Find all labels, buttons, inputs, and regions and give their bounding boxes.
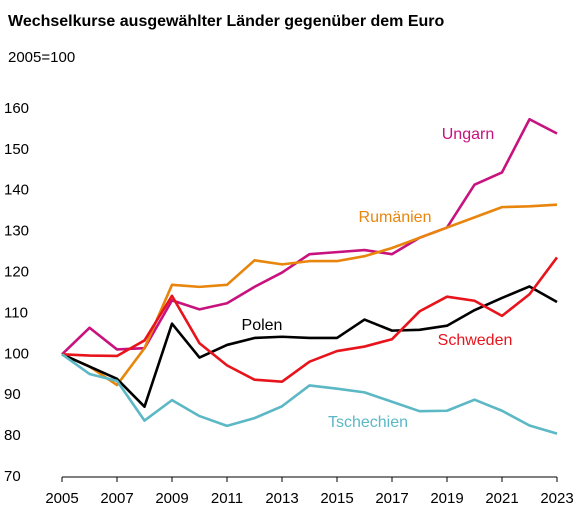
x-tick-label: 2015 — [320, 490, 353, 507]
x-tick-label: 2017 — [375, 490, 408, 507]
series-label: Ungarn — [442, 126, 494, 143]
x-tick-label: 2005 — [45, 490, 78, 507]
x-tick-label: 2019 — [430, 490, 463, 507]
series-line — [61, 203, 558, 387]
chart-title: Wechselkurse ausgewählter Länder gegenüb… — [8, 13, 445, 30]
y-tick-label: 70 — [4, 468, 21, 485]
series-label: Schweden — [438, 332, 513, 349]
series-line — [61, 353, 558, 435]
series-label: Polen — [242, 317, 283, 334]
series-line — [61, 285, 558, 408]
x-tick-label: 2009 — [155, 490, 188, 507]
y-tick-label: 150 — [4, 141, 29, 158]
x-tick-label: 2013 — [265, 490, 298, 507]
x-tick-label: 2021 — [485, 490, 518, 507]
y-tick-label: 80 — [4, 427, 21, 444]
series-line — [61, 117, 558, 356]
series-label: Tschechien — [328, 414, 408, 431]
series-line — [61, 256, 559, 384]
y-tick-label: 100 — [4, 345, 29, 362]
x-tick-label: 2011 — [211, 490, 243, 507]
y-tick-label: 120 — [4, 264, 29, 281]
y-tick-label: 130 — [4, 223, 29, 240]
x-tick-label: 2007 — [100, 490, 133, 507]
x-tick-label: 2023 — [540, 490, 573, 507]
y-tick-label: 140 — [4, 182, 29, 199]
y-tick-label: 110 — [4, 304, 28, 321]
chart-subtitle: 2005=100 — [8, 49, 75, 66]
y-tick-label: 90 — [4, 386, 21, 403]
series-label: Rumänien — [359, 209, 432, 226]
y-tick-label: 160 — [4, 100, 29, 117]
